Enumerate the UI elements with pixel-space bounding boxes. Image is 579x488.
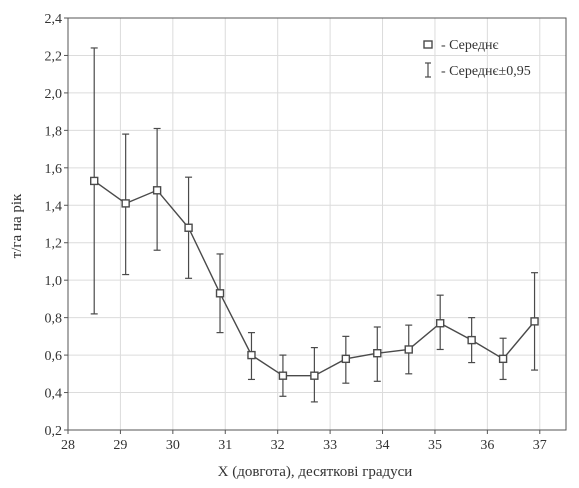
mean-point — [373, 349, 382, 358]
mean-point — [152, 186, 162, 195]
x-tick-label: 35 — [428, 438, 442, 453]
plot-frame — [67, 17, 567, 431]
mean-point — [435, 319, 445, 328]
y-tick-label: 0,6 — [45, 349, 63, 364]
x-tick-label: 33 — [323, 438, 337, 453]
mean-point — [467, 335, 476, 345]
mean-point — [341, 354, 351, 364]
x-axis-title: X (довгота), десяткові градуси — [218, 464, 413, 480]
mean-point — [90, 176, 99, 186]
mean-point — [498, 354, 508, 364]
mean-point — [121, 199, 130, 208]
grid — [67, 17, 566, 431]
y-tick-label: 1,2 — [45, 237, 63, 252]
x-tick-label: 31 — [218, 438, 232, 453]
legend: - Середнє - Середнє±0,95 — [423, 38, 531, 79]
legend-ci-label: - Середнє±0,95 — [441, 64, 531, 79]
mean-point — [215, 289, 225, 298]
y-tick-label: 1,8 — [45, 124, 63, 139]
legend-marker — [423, 40, 433, 49]
mean-point — [530, 317, 539, 326]
y-tick-label: 1,4 — [45, 199, 63, 214]
mean-point — [404, 345, 413, 354]
x-tick-label: 28 — [61, 438, 75, 453]
error-bars — [90, 47, 539, 403]
y-tick-label: 2,4 — [45, 12, 63, 27]
legend-mean-label: - Середнє — [441, 38, 499, 53]
y-tick-label: 0,2 — [45, 424, 63, 439]
y-tick-label: 2,2 — [45, 49, 63, 64]
x-tick-label: 36 — [480, 438, 494, 453]
x-tick-labels: 28 29 30 31 32 33 34 35 36 37 — [61, 430, 547, 453]
y-tick-label: 1,6 — [45, 162, 63, 177]
y-tick-label: 0,8 — [45, 312, 63, 327]
series-line — [93, 180, 536, 377]
x-tick-label: 29 — [113, 438, 127, 453]
markers — [90, 176, 539, 380]
y-tick-label: 0,4 — [45, 387, 63, 402]
x-tick-label: 34 — [376, 438, 390, 453]
y-tick-label: 1,0 — [45, 274, 63, 289]
y-tick-label: 2,0 — [45, 87, 63, 102]
mean-point — [278, 371, 288, 380]
y-tick-labels: 0,2 0,4 0,6 0,8 1,0 1,2 1,4 1,6 1,8 2,0 2,2 2,4 — [45, 12, 68, 439]
mean-point — [184, 223, 193, 232]
x-tick-label: 37 — [533, 438, 547, 453]
mean-point — [310, 371, 319, 380]
x-tick-label: 32 — [271, 438, 285, 453]
y-axis-title: т/га на рік — [9, 193, 25, 258]
mean-point — [247, 350, 256, 360]
x-tick-label: 30 — [166, 438, 180, 453]
